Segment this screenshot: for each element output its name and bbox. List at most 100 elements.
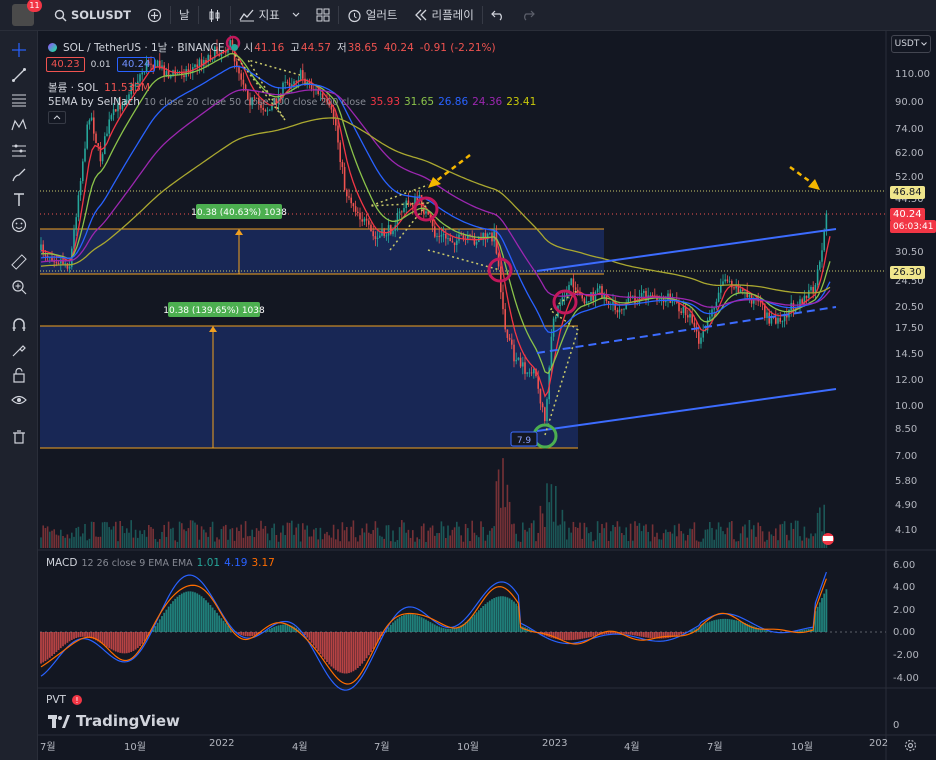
crosshair-icon[interactable]	[8, 39, 30, 61]
indicators-button[interactable]: 지표	[231, 0, 308, 31]
macd-bar	[807, 629, 810, 632]
volume-bar	[106, 522, 108, 548]
candle-body	[269, 109, 271, 111]
pattern-line[interactable]	[544, 289, 579, 436]
trend-line-icon[interactable]	[8, 64, 30, 86]
macd-bar	[216, 612, 218, 632]
emoji-icon[interactable]	[8, 214, 30, 236]
top-toolbar: 11 SOLUSDT 날 지표 얼러트	[0, 0, 936, 31]
measure-label-box[interactable]	[196, 204, 282, 219]
magnet-icon[interactable]	[8, 314, 30, 336]
macd-legend[interactable]: MACD 12 26 close 9 EMA EMA 1.01 4.19 3.1…	[46, 557, 275, 569]
macd-bar	[55, 632, 58, 653]
market-dot-icon	[230, 44, 238, 51]
settings-gear-icon[interactable]	[904, 739, 917, 755]
text-tool-icon[interactable]	[8, 189, 30, 211]
volume-bar	[220, 528, 223, 548]
candle-body	[308, 81, 311, 85]
alarm-clock-icon	[347, 8, 362, 23]
annotation-arrow[interactable]	[434, 154, 471, 183]
highlight-circle-red[interactable]	[552, 289, 578, 315]
lock-icon[interactable]	[8, 364, 30, 386]
layout-button[interactable]	[308, 0, 338, 31]
price-range-box-upper[interactable]	[40, 229, 604, 274]
warning-icon[interactable]: !	[71, 695, 82, 705]
symbol-search[interactable]: SOLUSDT	[46, 0, 139, 31]
volume-bar	[104, 521, 106, 548]
brush-icon[interactable]	[8, 164, 30, 186]
price-tag-last[interactable]: 40.24	[890, 208, 925, 221]
price-axis-label: 44.50	[895, 194, 924, 205]
replay-button[interactable]: 리플레이	[406, 0, 482, 31]
currency-select[interactable]: USDT	[891, 35, 931, 53]
pattern-line[interactable]	[369, 184, 430, 251]
measure-label-box[interactable]	[168, 302, 260, 317]
volume-bar	[277, 541, 280, 548]
collapse-legend-button[interactable]	[48, 111, 66, 124]
ask-box[interactable]: 40.24	[116, 57, 156, 72]
volume-bar	[141, 534, 143, 548]
pvt-legend[interactable]: PVT !	[46, 694, 82, 706]
volume-bar	[731, 521, 733, 548]
time-axis-label: 7월	[707, 742, 723, 753]
volume-bar	[66, 534, 69, 548]
undo-button[interactable]	[483, 0, 513, 31]
macd-bar	[757, 627, 760, 632]
price-axis[interactable]: 110.0090.0074.0062.0052.0044.5036.0030.5…	[895, 69, 930, 536]
chevron-down-icon[interactable]	[292, 12, 300, 18]
volume-bar	[755, 536, 757, 548]
channel-mid-line[interactable]	[536, 306, 837, 354]
pattern-line[interactable]	[234, 54, 301, 121]
macd-bar	[418, 616, 421, 632]
annotation-arrow[interactable]	[789, 165, 813, 185]
zoom-in-icon[interactable]	[8, 276, 30, 298]
trash-icon[interactable]	[8, 426, 30, 448]
symbol-legend[interactable]: SOL / TetherUS · 1날 · BINANCE 시 41.16 고 …	[48, 40, 496, 55]
channel-lower-line[interactable]	[536, 388, 837, 432]
bid-box[interactable]: 40.23	[46, 57, 85, 72]
ema-legend[interactable]: 5EMA by SelNach 10 close 20 close 50 clo…	[48, 96, 536, 108]
candle-body	[775, 317, 777, 324]
candle-body	[200, 59, 203, 67]
volume-legend[interactable]: 볼륨 · SOL 11.533M	[48, 80, 150, 95]
ruler-icon[interactable]	[8, 251, 30, 273]
price-tag-low[interactable]: 26.30	[890, 266, 925, 279]
macd-bar	[506, 597, 509, 632]
redo-button[interactable]	[513, 0, 543, 31]
forecast-icon[interactable]	[8, 139, 30, 161]
candle-body	[167, 71, 170, 78]
volume-bar	[462, 541, 465, 548]
chart-type-button[interactable]	[199, 0, 230, 31]
macd-axis[interactable]: 6.00 4.00 2.00 0.00 -2.00 -4.00	[893, 560, 919, 684]
macd-bar	[172, 601, 174, 632]
macd-bar	[458, 626, 460, 632]
price-tag-high[interactable]: 46.84	[890, 186, 925, 199]
macd-bar	[378, 632, 381, 640]
compare-button[interactable]	[139, 0, 170, 31]
candle-body	[53, 261, 55, 263]
macd-bar	[675, 632, 678, 636]
highlight-circle-red[interactable]	[487, 257, 513, 283]
macd-bar	[510, 599, 513, 632]
tradingview-logo[interactable]: TradingView	[48, 712, 180, 730]
volume-bar	[698, 541, 700, 548]
alerts-button[interactable]: 얼러트	[339, 0, 406, 31]
price-range-box-lower[interactable]	[40, 326, 578, 448]
fib-retracement-icon[interactable]	[8, 89, 30, 111]
lock-drawing-icon[interactable]	[8, 339, 30, 361]
candle-body	[632, 295, 634, 297]
macd-bar	[425, 619, 427, 632]
macd-bar	[728, 619, 731, 632]
highlight-circle-red[interactable]	[413, 196, 439, 222]
volume-bar	[629, 523, 632, 548]
candle-body	[163, 65, 165, 77]
pattern-icon[interactable]	[8, 114, 30, 136]
interval-button[interactable]: 날	[179, 8, 190, 22]
user-avatar[interactable]: 11	[12, 0, 42, 26]
volume-bar	[720, 526, 722, 548]
candle-body	[165, 71, 168, 77]
eye-icon[interactable]	[8, 389, 30, 411]
channel-upper-line[interactable]	[536, 228, 837, 272]
volume-bar	[568, 527, 570, 548]
